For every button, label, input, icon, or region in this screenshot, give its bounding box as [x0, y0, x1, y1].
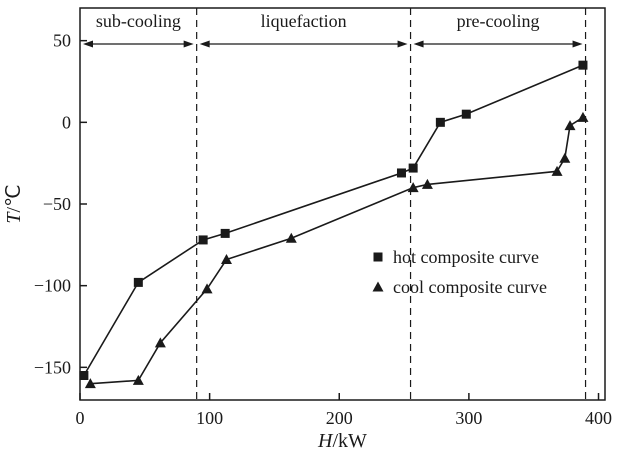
- series-line: [90, 116, 584, 385]
- region-label: liquefaction: [261, 11, 347, 31]
- x-tick-label: 300: [455, 408, 482, 428]
- square-marker-icon: [578, 60, 588, 70]
- y-tick-label: 0: [62, 112, 71, 132]
- arrowhead-left-icon: [83, 40, 93, 48]
- square-marker-icon: [435, 117, 445, 127]
- triangle-marker-icon: [564, 120, 576, 131]
- square-marker-icon: [79, 371, 89, 380]
- arrowhead-right-icon: [572, 40, 583, 48]
- triangle-marker-icon: [577, 111, 589, 122]
- legend-entry-label: hot composite curve: [393, 247, 539, 267]
- square-marker-icon: [198, 235, 208, 245]
- arrowhead-left-icon: [413, 40, 424, 48]
- y-tick-label: 50: [53, 31, 71, 51]
- region-annotation: liquefaction: [199, 11, 408, 48]
- triangle-marker-icon: [201, 283, 213, 294]
- y-tick-label: −100: [34, 276, 71, 296]
- y-tick-label: −50: [43, 194, 71, 214]
- triangle-marker-icon: [407, 182, 419, 193]
- square-marker-icon: [396, 168, 406, 178]
- triangle-marker-icon: [421, 178, 433, 189]
- x-tick-label: 100: [196, 408, 223, 428]
- region-label: sub-cooling: [96, 11, 181, 31]
- triangle-marker-icon: [372, 281, 384, 292]
- triangle-marker-icon: [84, 378, 96, 389]
- region-annotation: sub-cooling: [83, 11, 194, 48]
- square-marker-icon: [373, 252, 383, 262]
- triangle-marker-icon: [551, 165, 563, 176]
- hot-composite-curve: [79, 60, 588, 380]
- x-tick-label: 0: [76, 408, 85, 428]
- triangle-marker-icon: [559, 152, 571, 163]
- region-annotation: pre-cooling: [413, 11, 583, 48]
- y-axis-label: T/℃: [3, 184, 25, 223]
- square-marker-icon: [408, 163, 418, 173]
- square-marker-icon: [220, 228, 230, 238]
- arrowhead-right-icon: [183, 40, 194, 48]
- legend: hot composite curve cool composite curve: [372, 247, 547, 297]
- x-axis-label: H/kW: [317, 430, 367, 452]
- triangle-marker-icon: [132, 374, 144, 385]
- legend-entry-label: cool composite curve: [393, 277, 547, 297]
- triangle-marker-icon: [220, 254, 232, 265]
- square-marker-icon: [133, 277, 143, 287]
- x-tick-label: 200: [326, 408, 353, 428]
- cool-composite-curve: [84, 111, 589, 389]
- square-marker-icon: [461, 109, 471, 119]
- x-tick-label: 400: [585, 408, 612, 428]
- y-tick-label: −150: [34, 357, 71, 377]
- region-label: pre-cooling: [457, 11, 540, 31]
- triangle-marker-icon: [154, 337, 166, 348]
- arrowhead-right-icon: [397, 40, 408, 48]
- arrowhead-left-icon: [199, 40, 210, 48]
- triangle-marker-icon: [285, 232, 297, 243]
